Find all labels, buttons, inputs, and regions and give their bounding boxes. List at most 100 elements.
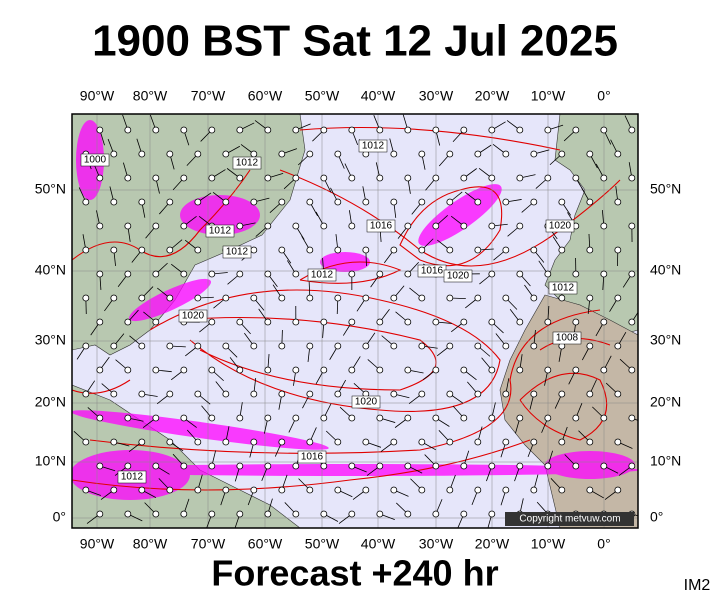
image-code: IM2 [684, 577, 711, 594]
barb-station [124, 510, 132, 518]
barb-station [250, 342, 258, 350]
barb-station [250, 246, 258, 254]
isobar-label: 1012 [236, 158, 259, 169]
lat-label-right: 40°N [650, 262, 681, 278]
isobar-label-box [205, 224, 235, 238]
barb-station [152, 318, 160, 326]
barb-station [110, 342, 118, 350]
barb-station [306, 294, 314, 302]
barb-station [292, 222, 300, 230]
barb-station [96, 126, 104, 134]
barb-station [348, 462, 356, 470]
barb-station [264, 510, 272, 518]
barb-station [614, 150, 622, 158]
barb-station [138, 486, 146, 494]
barb-station [558, 486, 566, 494]
barb-station [404, 510, 412, 518]
barb-station [110, 438, 118, 446]
barb-station [110, 246, 118, 254]
barb-station [488, 318, 496, 326]
barb-station [194, 294, 202, 302]
barb-station [488, 174, 496, 182]
barb-station [362, 486, 370, 494]
barb-station [306, 198, 314, 206]
isobar-label: 1008 [556, 333, 579, 344]
barb-station [194, 342, 202, 350]
barb-station [362, 294, 370, 302]
barb-station [152, 222, 160, 230]
barb-station [446, 294, 454, 302]
barb-station [390, 150, 398, 158]
barb-station [110, 390, 118, 398]
barb-station [124, 222, 132, 230]
barb-station [264, 174, 272, 182]
barb-station [348, 366, 356, 374]
isobar-label-box [552, 331, 582, 345]
barb-station [502, 294, 510, 302]
barb-station [544, 270, 552, 278]
barb-station [222, 198, 230, 206]
barb-station [250, 390, 258, 398]
barb-station [446, 390, 454, 398]
barb-station [418, 486, 426, 494]
barb-station [390, 198, 398, 206]
lat-label-right: 10°N [650, 453, 681, 469]
barb-station [460, 510, 468, 518]
barb-station [432, 222, 440, 230]
barb-station [180, 270, 188, 278]
barb-station [488, 270, 496, 278]
lat-label-left: 10°N [35, 453, 66, 469]
barb-station [222, 438, 230, 446]
barb-station [530, 246, 538, 254]
isobar-label-box [548, 281, 578, 295]
barb-station [292, 462, 300, 470]
barb-station [614, 294, 622, 302]
lon-label-bottom: 90°W [80, 536, 115, 552]
barb-station [600, 414, 608, 422]
barb-station [586, 486, 594, 494]
barb-station [250, 198, 258, 206]
isobar-label-box [232, 156, 262, 170]
barb-station [334, 342, 342, 350]
barb-station [502, 486, 510, 494]
barb-station [516, 462, 524, 470]
axis-labels: 90°W 90°W 80°W 80°W 70°W 70°W 60°W 60°W 50°W 50°W… [35, 88, 682, 552]
barb-station [404, 366, 412, 374]
barb-station [138, 150, 146, 158]
barb-station [166, 198, 174, 206]
barb-station [166, 342, 174, 350]
barb-station [446, 150, 454, 158]
barb-station [404, 126, 412, 134]
barb-station [152, 462, 160, 470]
barb-station [194, 246, 202, 254]
barb-station [460, 126, 468, 134]
barb-station [586, 246, 594, 254]
barb-station [264, 126, 272, 134]
barb-station [334, 246, 342, 254]
barb-station [124, 270, 132, 278]
barb-station [236, 174, 244, 182]
barb-station [194, 150, 202, 158]
barb-station [600, 222, 608, 230]
barb-station [236, 462, 244, 470]
barb-station [180, 174, 188, 182]
barb-station [572, 366, 580, 374]
lon-label-top: 80°W [133, 88, 168, 104]
lon-label-top: 0° [597, 88, 610, 104]
barb-station [208, 270, 216, 278]
barb-station [404, 270, 412, 278]
lat-label-left: 40°N [35, 262, 66, 278]
barb-station [558, 150, 566, 158]
lon-label-bottom: 0° [597, 536, 610, 552]
barb-station [166, 294, 174, 302]
barb-station [586, 390, 594, 398]
barb-station [292, 270, 300, 278]
barb-station [124, 366, 132, 374]
barb-station [208, 366, 216, 374]
barb-station [180, 510, 188, 518]
barb-station [180, 462, 188, 470]
barb-station [558, 294, 566, 302]
barb-station [348, 510, 356, 518]
barb-station [320, 318, 328, 326]
